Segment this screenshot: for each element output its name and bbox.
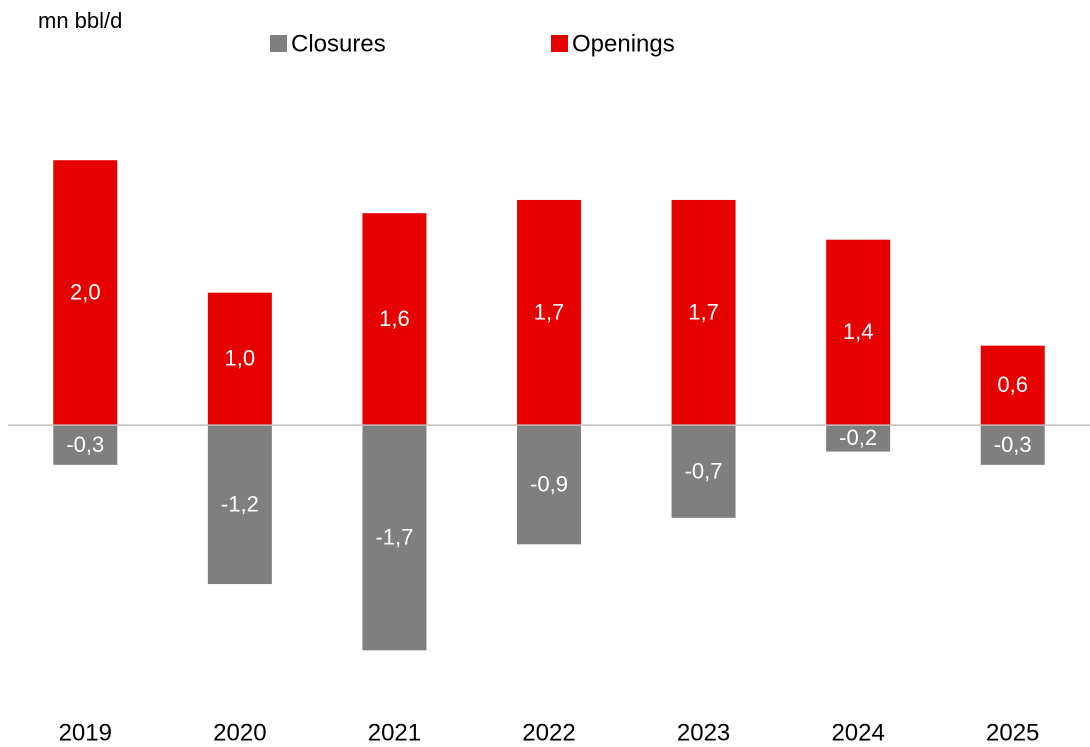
x-tick-label: 2022: [522, 719, 575, 746]
bar: [53, 160, 118, 426]
data-label: 1,7: [688, 299, 719, 324]
legend-swatch: [551, 35, 568, 52]
legend-swatch: [270, 35, 287, 52]
bar: [517, 199, 581, 426]
data-label: -0,3: [994, 432, 1032, 457]
bar: [980, 345, 1045, 426]
data-label: 2,0: [70, 279, 101, 304]
data-label: -0,7: [685, 458, 723, 483]
data-label: -0,2: [839, 425, 877, 450]
y-axis-unit: mn bbl/d: [38, 8, 122, 33]
x-tick-label: 2021: [368, 719, 421, 746]
x-tick-label: 2024: [831, 719, 884, 746]
data-label: -1,7: [375, 525, 413, 550]
x-tick-label: 2025: [986, 719, 1039, 746]
data-label: 1,4: [843, 319, 874, 344]
x-tick-label: 2020: [213, 719, 266, 746]
bar: [362, 213, 427, 426]
x-tick-label: 2023: [677, 719, 730, 746]
data-label: -0,9: [530, 472, 568, 497]
bar: [671, 199, 736, 426]
bar: [671, 425, 736, 518]
bar: [980, 425, 1045, 465]
bar: [826, 239, 891, 426]
bar: [517, 425, 581, 545]
data-label: 1,7: [534, 299, 565, 324]
bar: [53, 425, 118, 465]
data-label: 1,0: [225, 346, 256, 371]
bar: [207, 292, 272, 426]
legend-label: Closures: [291, 30, 386, 57]
data-label: 1,6: [379, 306, 410, 331]
data-label: -0,3: [66, 432, 104, 457]
bar: [207, 425, 272, 585]
legend-label: Openings: [572, 30, 675, 57]
bar: [826, 425, 891, 452]
data-label: -1,2: [221, 491, 259, 516]
data-label: 0,6: [997, 372, 1028, 397]
bar: [362, 425, 427, 651]
x-tick-label: 2019: [59, 719, 112, 746]
